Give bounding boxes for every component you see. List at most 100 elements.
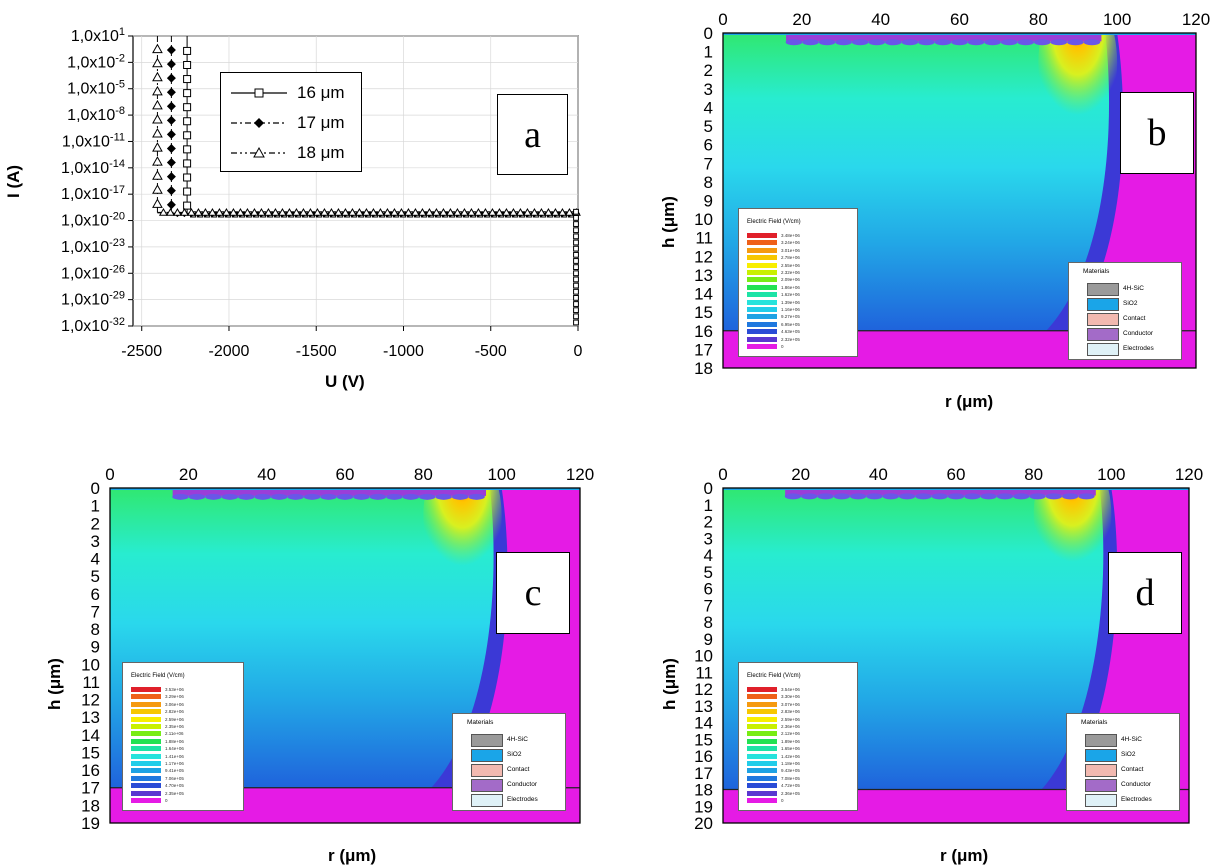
plot-frame-d [722, 487, 1190, 824]
data-point-triangle [152, 71, 163, 82]
junction-ripple [851, 39, 869, 46]
material-label: 4H-SiC [1121, 736, 1142, 743]
y-tick-label-c: 8 [91, 620, 100, 639]
y-tick-label-d: 1 [704, 496, 713, 515]
colorbar-swatch [747, 798, 777, 803]
material-swatch [1087, 313, 1119, 326]
data-point-triangle [152, 85, 163, 96]
data-point-triangle [152, 43, 163, 54]
y-tick-label-c: 2 [91, 514, 100, 533]
x-tick-label-b: 120 [1182, 10, 1210, 29]
junction-ripple [784, 493, 802, 500]
data-point-triangle [536, 208, 546, 216]
y-tick-label-a: 1,0x10-5 [67, 79, 125, 98]
colorbar-value: 1.18e+06 [781, 761, 800, 766]
junction-ripple [785, 39, 803, 46]
junction-ripple [931, 493, 948, 500]
panel-letter-c: c [496, 552, 570, 634]
substrate [110, 787, 580, 823]
junction-ripple [336, 493, 354, 500]
colorbar-value: 3.01e+06 [781, 247, 800, 253]
colorbar-swatch [747, 731, 777, 737]
material-swatch [1085, 734, 1117, 747]
data-point-triangle [214, 208, 224, 216]
y-tick-label-d: 18 [694, 781, 713, 800]
colorbar-swatch [131, 790, 161, 796]
data-point-square [183, 131, 192, 140]
y-axis-label-a: I (A) [4, 164, 23, 198]
colorbar-swatch [131, 709, 161, 715]
y-tick-label-a: 1,0x10-26 [61, 263, 125, 282]
y-tick-label-c: 15 [81, 743, 100, 762]
junction-ripple [817, 493, 834, 500]
junction-ripple [402, 493, 420, 500]
junction-ripple [901, 39, 919, 46]
y-tick-label-c: 4 [91, 550, 100, 569]
colorbar-value: 2.12e+06 [781, 731, 800, 737]
y-tick-label-d: 15 [694, 730, 713, 749]
materials-legend-c: Materials 4H-SiC SiO2 Contact Conductor Elect… [452, 713, 566, 811]
junction-ripple [1078, 493, 1095, 500]
data-point-triangle [396, 208, 406, 216]
y-tick-label-b: 10 [694, 210, 713, 229]
data-point-triangle [284, 208, 294, 216]
data-point-square [183, 103, 192, 112]
x-tick-label-b: 100 [1103, 10, 1131, 29]
passivation-region [723, 488, 1189, 823]
y-tick-label-d: 16 [694, 747, 713, 766]
data-point-triangle [152, 198, 163, 208]
data-point-triangle [564, 208, 574, 216]
material-label: Contact [1123, 315, 1146, 322]
data-point-triangle [445, 208, 455, 216]
x-tick-label-b: 0 [718, 10, 727, 29]
colorbar-value: 1.41e+06 [165, 753, 184, 759]
colorbar-value: 6.95e+05 [781, 321, 800, 327]
y-tick-label-c: 1 [91, 497, 100, 516]
y-tick-label-c: 18 [81, 796, 100, 815]
panel-letter-d: d [1108, 552, 1182, 634]
junction-ripple [947, 493, 965, 500]
data-point-triangle [452, 208, 462, 216]
colorbar-swatch [747, 329, 777, 335]
junction-ripple [320, 493, 337, 500]
y-tick-label-c: 9 [91, 638, 100, 657]
data-point-square [573, 221, 579, 227]
iv-plot: 1,0x101 1,0x10-2 1,0x10-5 1,0x10-8 1,0x10-11… [61, 26, 583, 360]
data-point-triangle [424, 208, 434, 216]
data-point-square [573, 227, 579, 234]
y-tick-label-b: 9 [704, 192, 713, 211]
colorbar-value: 2.36e+06 [781, 724, 800, 729]
materials-title: Materials [467, 719, 494, 726]
data-point-triangle [228, 208, 238, 216]
colorbar-value: 3.54e+06 [781, 687, 800, 692]
junction-ripple [205, 493, 222, 500]
colorbar-value: 0 [781, 344, 784, 349]
field-hotspot [1038, 33, 1118, 138]
colorbar-swatch [747, 270, 777, 275]
colorbar-swatch [747, 775, 777, 781]
junction-ripple [435, 493, 452, 500]
material-swatch [1085, 749, 1117, 762]
junction-ripple [1013, 493, 1030, 500]
colorbar-value: 2.35e+06 [165, 724, 184, 729]
data-point-square [183, 187, 192, 196]
x-tick-label-c: 60 [336, 465, 355, 484]
data-point-triangle [550, 208, 560, 216]
data-point-triangle [305, 208, 315, 216]
junction-ripple [898, 493, 916, 500]
data-point-diamond [166, 158, 176, 168]
data-point-triangle [438, 208, 448, 216]
y-tick-label-b: 3 [704, 80, 713, 99]
junction-ripple [984, 39, 1001, 46]
colorbar-value: 1.42e+06 [781, 753, 800, 759]
data-point-diamond [166, 172, 176, 182]
colorbar-value: 0 [781, 798, 784, 803]
data-point-square [573, 251, 579, 258]
y-tick-label-d: 5 [704, 563, 713, 582]
junction-ripple [468, 493, 485, 500]
data-point-triangle [501, 208, 511, 216]
data-point-triangle [152, 128, 163, 138]
materials-item: Electrodes [1071, 794, 1171, 807]
colorbar-swatch [747, 344, 777, 349]
materials-item: Electrodes [1073, 343, 1173, 356]
